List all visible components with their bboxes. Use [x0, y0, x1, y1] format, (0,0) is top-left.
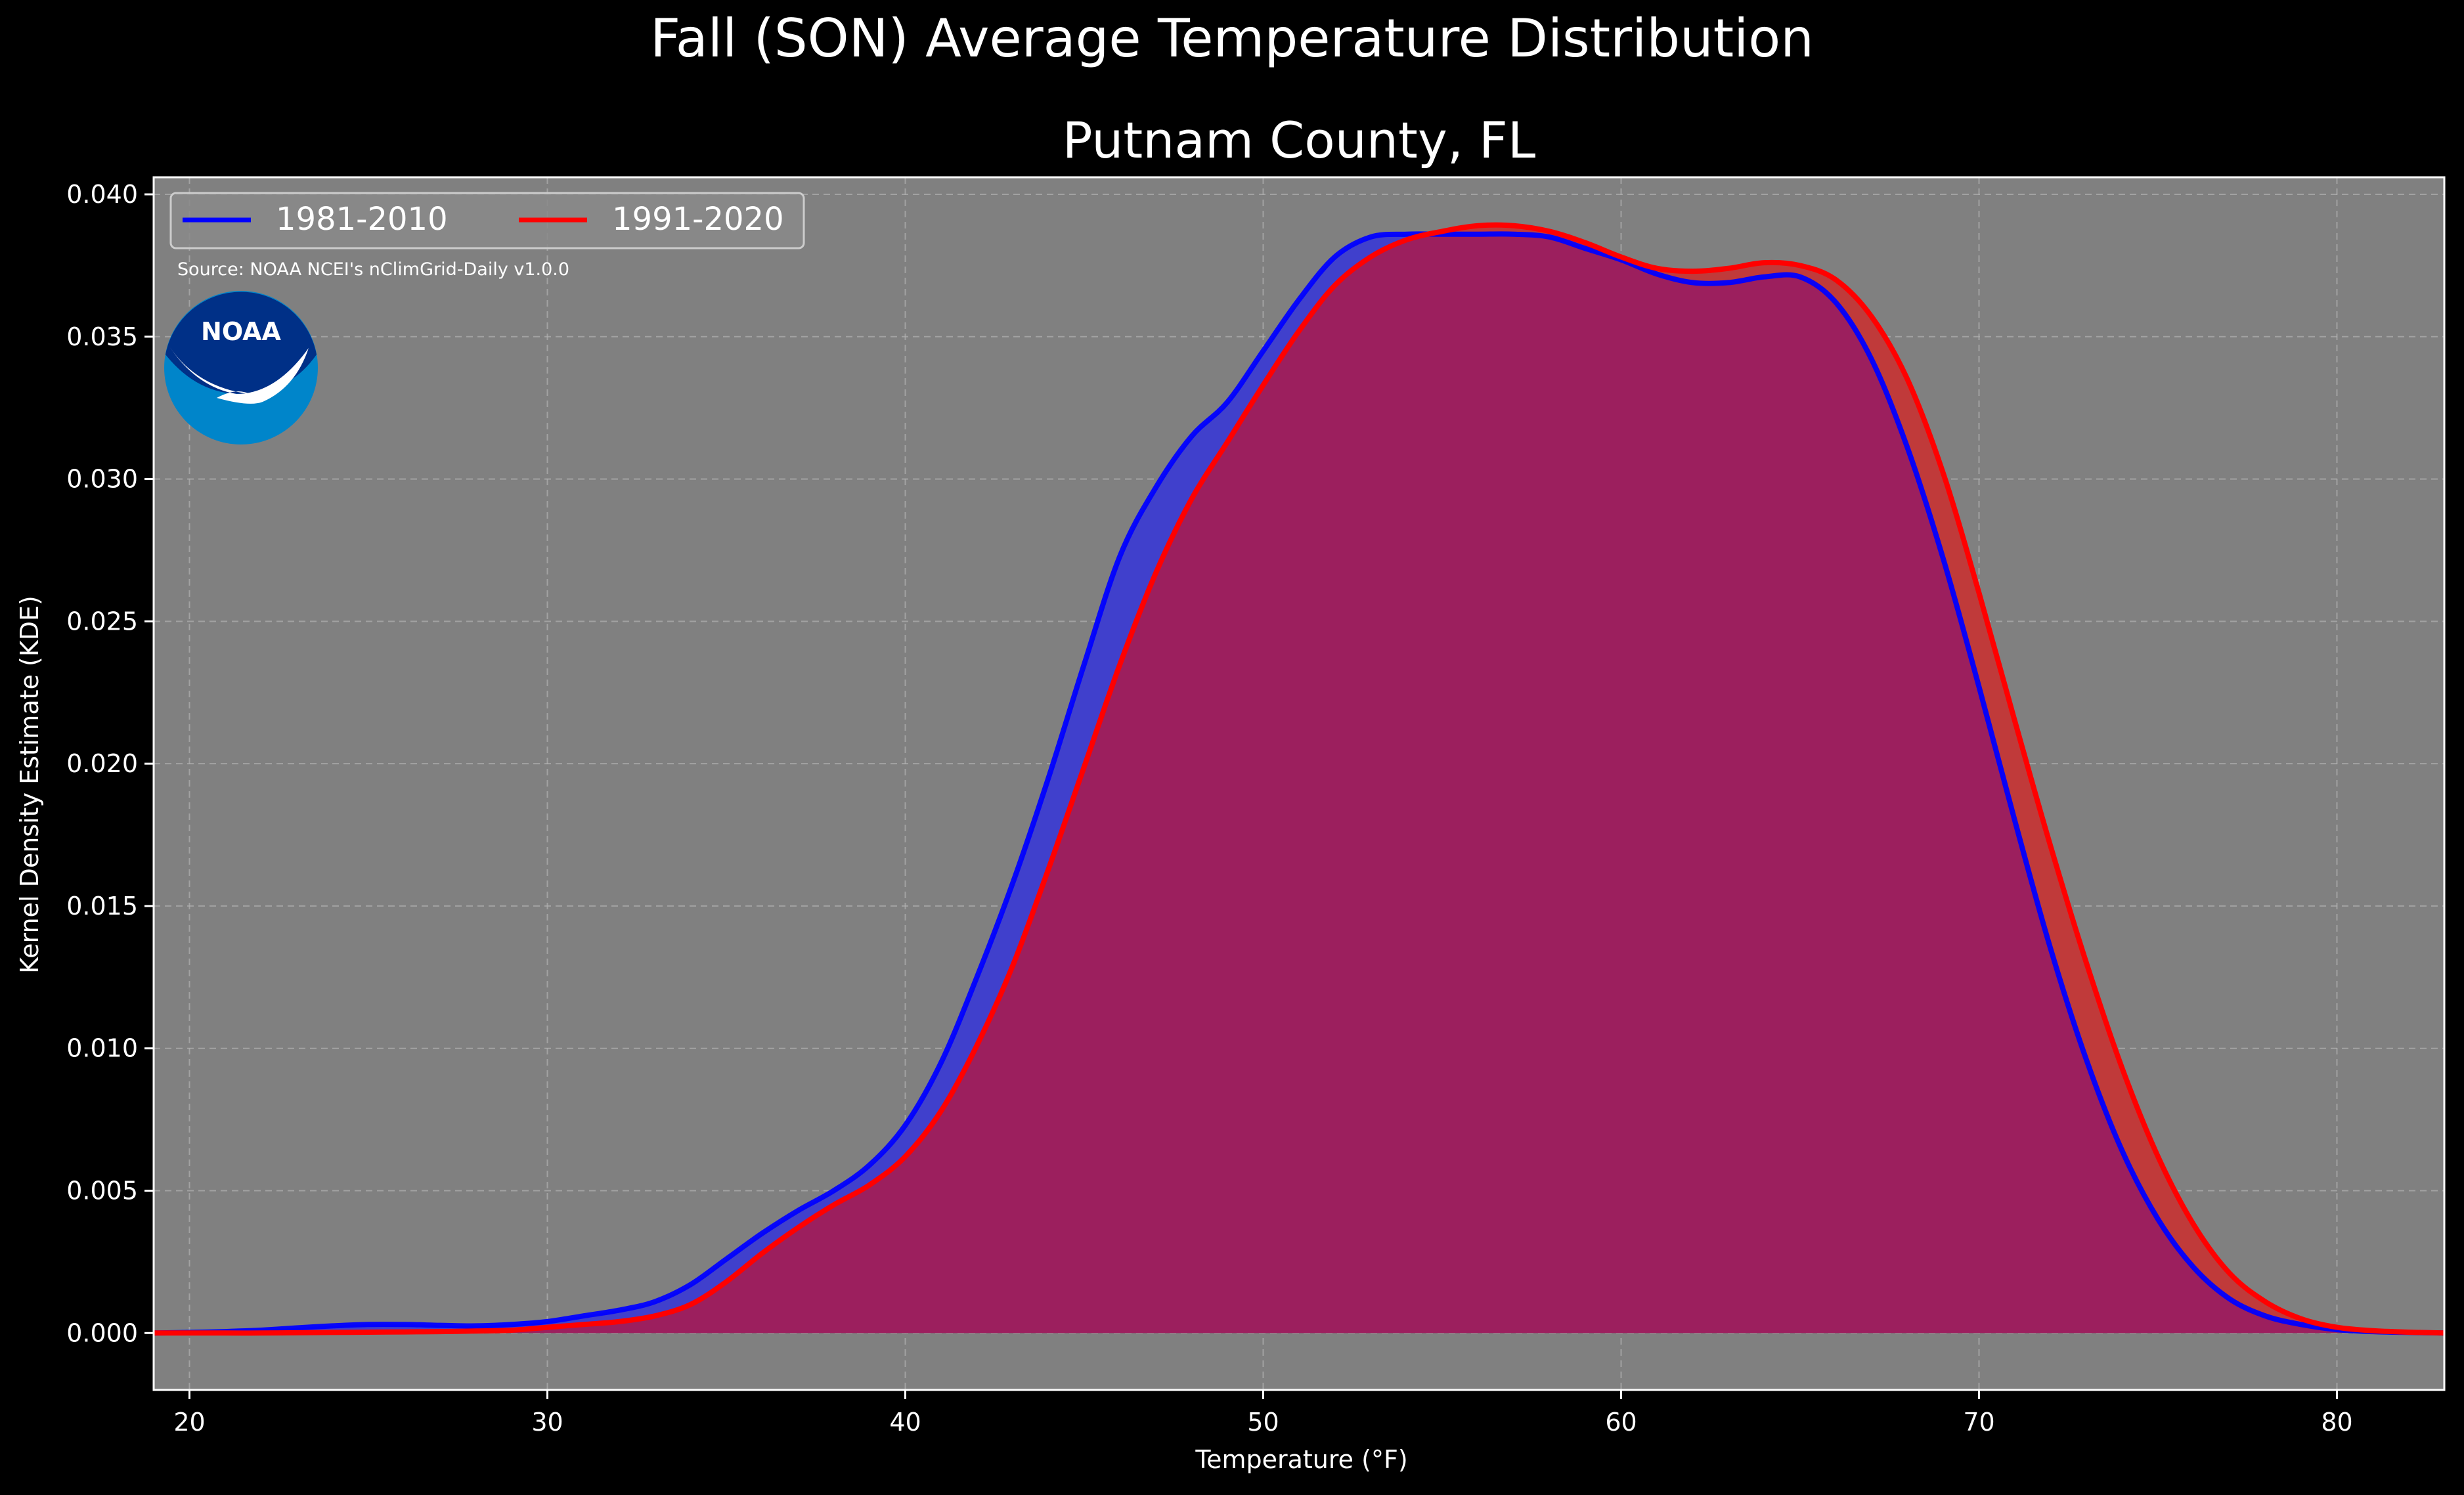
y-tick-label: 0.030	[66, 465, 138, 494]
plot-frame	[152, 176, 2446, 1391]
x-tick-label: 70	[1963, 1408, 1994, 1437]
logo-text: NOAA	[201, 317, 281, 346]
y-tick-label: 0.015	[66, 892, 138, 921]
x-tick-label: 20	[173, 1408, 205, 1437]
legend: 1981-2010 1991-2020	[169, 192, 805, 249]
noaa-logo-icon: NOAA	[164, 291, 318, 444]
logo-gull-icon	[169, 347, 309, 404]
series-line-1991-2020	[154, 222, 2445, 1336]
x-tick-label: 60	[1605, 1408, 1637, 1437]
x-tick-label: 30	[531, 1408, 563, 1437]
legend-frame	[169, 192, 805, 249]
y-tick-label: 0.025	[66, 607, 138, 636]
series-line-1981-2010	[153, 231, 2445, 1336]
y-tick-label: 0.010	[66, 1034, 138, 1063]
ticks: 20 30 40 50 60 70 80 0.000 0.005 0.010 0.015 0.020 0…	[66, 180, 2352, 1437]
y-tick-label: 0.020	[66, 749, 138, 778]
legend-label-1981-2010: 1981-2010	[276, 201, 448, 238]
x-tick-label: 50	[1247, 1408, 1279, 1437]
chart-subtitle: Putnam County, FL	[1063, 111, 1535, 169]
y-tick-label: 0.040	[66, 180, 138, 209]
y-tick-label: 0.005	[66, 1177, 138, 1205]
area-overlap	[154, 234, 2444, 1333]
y-tick-label: 0.000	[66, 1318, 138, 1347]
y-axis-label: Kernel Density Estimate (KDE)	[15, 596, 44, 974]
x-tick-label: 80	[2321, 1408, 2352, 1437]
logo-inner-top	[165, 292, 317, 394]
x-tick-label: 40	[889, 1408, 921, 1437]
chart-title: Fall (SON) Average Temperature Distribut…	[650, 8, 1814, 69]
x-axis-label: Temperature (°F)	[1195, 1445, 1407, 1474]
series	[153, 222, 2445, 1336]
legend-label-1991-2020: 1991-2020	[612, 201, 784, 238]
y-tick-label: 0.035	[66, 322, 138, 351]
source-note: Source: NOAA NCEI's nClimGrid-Daily v1.0…	[177, 259, 569, 280]
